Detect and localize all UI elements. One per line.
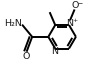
Text: O: O — [23, 52, 30, 61]
Text: +: + — [72, 18, 77, 23]
Text: −: − — [78, 1, 83, 6]
Text: N: N — [67, 19, 74, 28]
Text: O: O — [71, 1, 79, 10]
Text: N: N — [51, 47, 58, 56]
Text: H₂N: H₂N — [4, 19, 22, 28]
